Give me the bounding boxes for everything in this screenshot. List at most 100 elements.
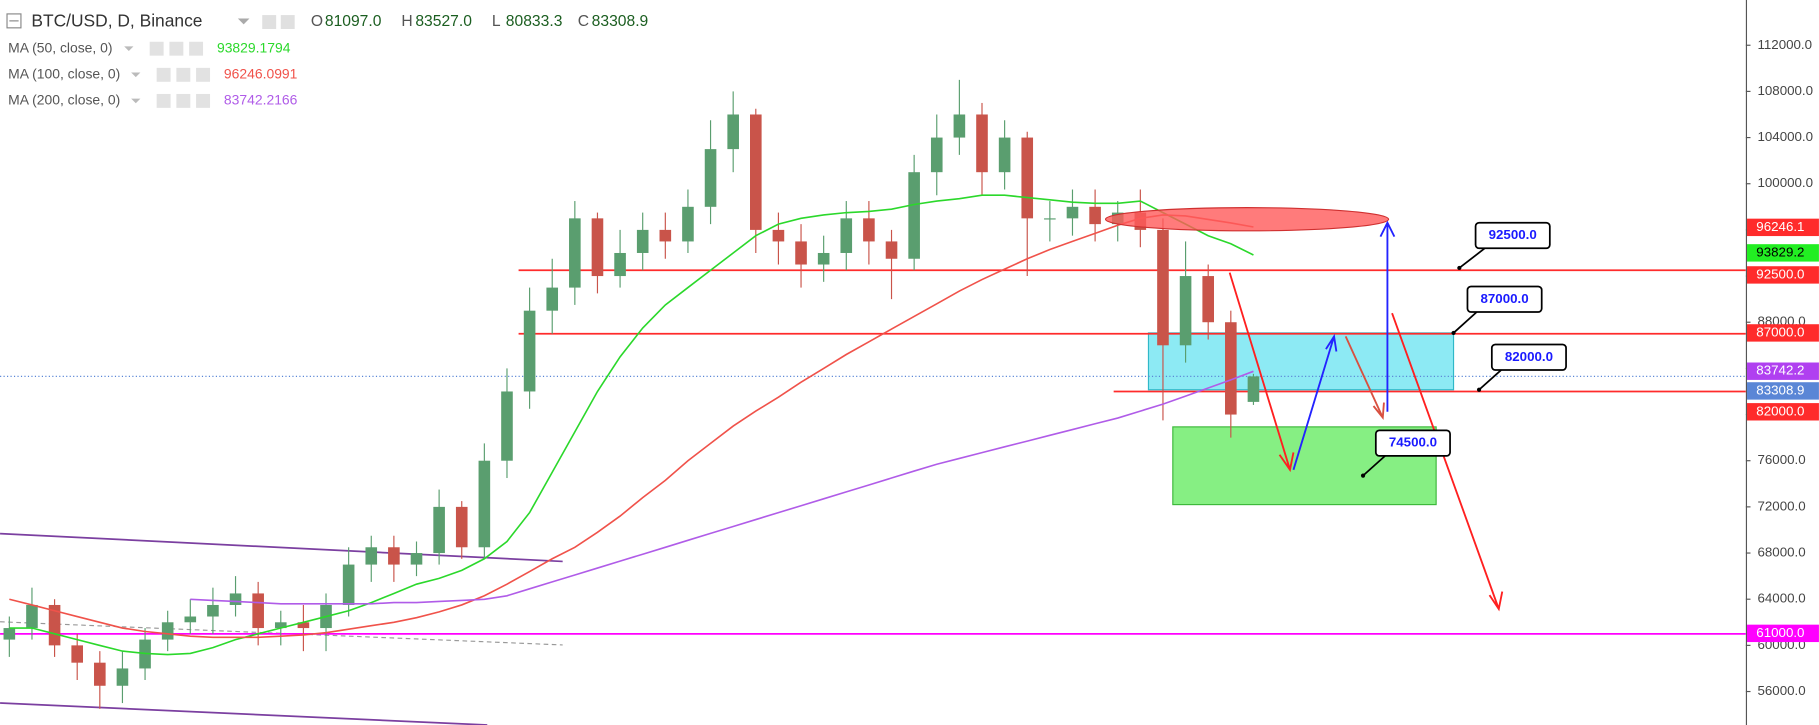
candle-body bbox=[1089, 206, 1101, 225]
y-tick-label: 104000.0 bbox=[1757, 129, 1813, 144]
callout-anchor bbox=[1476, 387, 1482, 392]
candle-body bbox=[207, 604, 219, 617]
dropdown[interactable] bbox=[131, 72, 141, 78]
indicator-icon[interactable] bbox=[196, 67, 211, 82]
ma-line bbox=[190, 370, 1254, 605]
candle-body bbox=[659, 229, 672, 242]
candle-body bbox=[1021, 137, 1034, 219]
candle-body bbox=[116, 668, 129, 686]
callout-box bbox=[1374, 429, 1451, 457]
indicator-icon[interactable] bbox=[156, 93, 171, 108]
candle-body bbox=[1044, 218, 1056, 220]
ohlc-key: H bbox=[401, 13, 412, 30]
dropdown[interactable] bbox=[237, 18, 250, 25]
callout-anchor bbox=[1360, 473, 1366, 478]
channel-line bbox=[0, 702, 488, 725]
callout-box bbox=[1474, 221, 1551, 250]
candle-body bbox=[297, 622, 310, 629]
price-label-bg bbox=[1747, 218, 1819, 237]
indicator-icon[interactable] bbox=[189, 41, 204, 56]
arrow bbox=[1379, 220, 1396, 412]
y-tick-label: 112000.0 bbox=[1757, 37, 1812, 52]
channel-midline bbox=[0, 621, 563, 646]
dropdown[interactable] bbox=[124, 46, 134, 52]
settings-icon[interactable] bbox=[280, 15, 295, 29]
candle-body bbox=[953, 114, 966, 138]
indicator-icon[interactable] bbox=[149, 41, 164, 56]
ma-line bbox=[9, 194, 1254, 656]
levels bbox=[0, 269, 1746, 635]
ohlc-value: 81097.0 bbox=[325, 13, 382, 30]
callout-text: 74500.0 bbox=[1389, 435, 1437, 450]
candle-body bbox=[455, 506, 468, 548]
callout-pointer bbox=[1458, 247, 1486, 269]
ohlc-value: 80833.3 bbox=[506, 13, 563, 30]
candle-body bbox=[704, 149, 717, 207]
y-tick-label: 56000.0 bbox=[1757, 683, 1805, 698]
arrow bbox=[1228, 272, 1295, 473]
candle-body bbox=[727, 114, 739, 150]
ma-value: 83742.2166 bbox=[224, 92, 298, 108]
candle-body bbox=[772, 229, 785, 242]
moving-averages bbox=[9, 194, 1254, 656]
callout-pointer bbox=[1362, 455, 1386, 477]
y-tick-label: 76000.0 bbox=[1757, 452, 1805, 467]
indicator-icon[interactable] bbox=[156, 67, 171, 82]
candle-body bbox=[750, 114, 762, 230]
eye-icon[interactable] bbox=[262, 15, 277, 29]
dropdown[interactable] bbox=[131, 98, 141, 104]
candle-body bbox=[614, 252, 626, 277]
candle-body bbox=[817, 252, 830, 265]
callout-pointer bbox=[1478, 369, 1502, 391]
price-label: 92500.0 bbox=[1756, 266, 1804, 281]
candle-body bbox=[569, 218, 581, 288]
resistance-zone bbox=[1147, 332, 1455, 391]
price-label-bg bbox=[1747, 624, 1819, 643]
indicator-icon[interactable] bbox=[196, 93, 211, 108]
arrow bbox=[1391, 312, 1504, 612]
ohlc-value: 83527.0 bbox=[415, 13, 472, 30]
callout-text: 87000.0 bbox=[1480, 291, 1528, 306]
ohlc-key: L bbox=[492, 13, 501, 30]
ohlc-key: C bbox=[578, 13, 589, 30]
candle-body bbox=[840, 218, 853, 253]
price-label-bg bbox=[1747, 266, 1819, 284]
y-tick-label: 100000.0 bbox=[1757, 175, 1813, 190]
candle-body bbox=[229, 593, 242, 605]
price-label: 93829.2 bbox=[1756, 244, 1804, 259]
callout-text: 82000.0 bbox=[1505, 349, 1553, 364]
price-axis-labels: 56000.060000.064000.068000.072000.076000… bbox=[1745, 37, 1819, 698]
collapse-icon[interactable] bbox=[6, 13, 22, 29]
price-label-bg bbox=[1747, 324, 1819, 342]
candle-body bbox=[636, 229, 649, 253]
candle-body bbox=[1179, 276, 1192, 346]
candle-body bbox=[1225, 322, 1237, 415]
candle-body bbox=[3, 628, 16, 640]
legend: BTC/USD, D, Binance O 81097.0 H 83527.0 L 808… bbox=[6, 11, 648, 108]
candle-body bbox=[523, 310, 536, 392]
callout-anchor bbox=[1451, 330, 1456, 336]
price-label: 61000.0 bbox=[1756, 625, 1804, 640]
ma-name: MA (50, close, 0) bbox=[8, 39, 112, 55]
candle-body bbox=[48, 604, 61, 646]
drawings-over bbox=[1104, 207, 1504, 612]
candle-body bbox=[1066, 206, 1079, 219]
candle-body bbox=[546, 287, 559, 311]
candle-body bbox=[908, 172, 920, 259]
candle-body bbox=[365, 547, 378, 565]
candle-body bbox=[71, 645, 83, 663]
callout-anchor bbox=[1457, 265, 1462, 271]
price-label: 87000.0 bbox=[1756, 324, 1804, 339]
indicator-icon[interactable] bbox=[176, 67, 191, 82]
price-label-bg bbox=[1747, 244, 1819, 262]
indicator-icon[interactable] bbox=[176, 93, 191, 108]
candles bbox=[3, 79, 1260, 709]
target-ellipse bbox=[1104, 207, 1390, 232]
indicator-icon[interactable] bbox=[169, 41, 184, 56]
candle-body bbox=[342, 564, 355, 605]
y-tick-label: 108000.0 bbox=[1757, 83, 1813, 98]
candle-body bbox=[863, 218, 875, 242]
ma-line bbox=[9, 214, 1254, 639]
price-label-bg bbox=[1747, 362, 1819, 380]
